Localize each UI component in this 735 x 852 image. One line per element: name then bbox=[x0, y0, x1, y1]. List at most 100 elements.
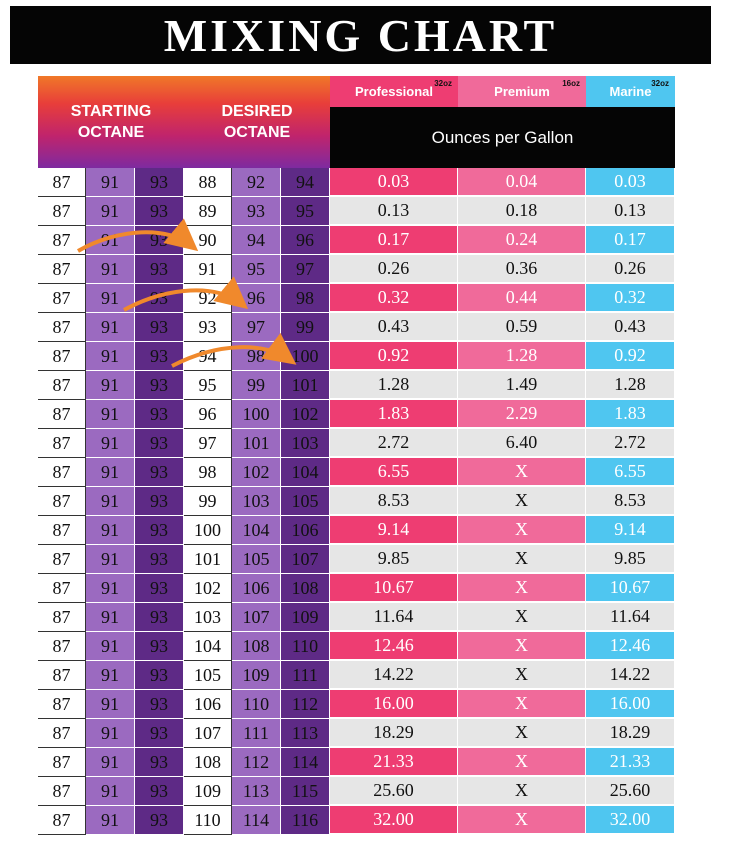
starting-octane-cell: 91 bbox=[86, 429, 135, 458]
starting-octane-cell: 87 bbox=[38, 226, 86, 255]
desired-octane-cell: 108 bbox=[281, 574, 330, 603]
professional-value-cell: 0.03 bbox=[330, 168, 458, 197]
premium-value-cell: 0.24 bbox=[458, 226, 586, 255]
starting-octane-cell: 93 bbox=[135, 371, 184, 400]
desired-octane-cell: 107 bbox=[184, 719, 232, 748]
premium-value-cell: X bbox=[458, 690, 586, 719]
starting-octane-cell: 87 bbox=[38, 487, 86, 516]
premium-value-cell: 1.28 bbox=[458, 342, 586, 371]
professional-value-cell: 12.46 bbox=[330, 632, 458, 661]
desired-octane-cell: 114 bbox=[281, 748, 330, 777]
starting-octane-cell: 91 bbox=[86, 284, 135, 313]
desired-octane-cell: 97 bbox=[281, 255, 330, 284]
starting-octane-cell: 87 bbox=[38, 777, 86, 806]
starting-octane-cell: 87 bbox=[38, 632, 86, 661]
table-row: 87 91 93 95 99 101 1.28 1.49 1.28 bbox=[38, 371, 675, 400]
professional-value-cell: 6.55 bbox=[330, 458, 458, 487]
starting-octane-header: STARTING OCTANE bbox=[38, 76, 185, 168]
starting-octane-cell: 87 bbox=[38, 284, 86, 313]
starting-octane-cell: 91 bbox=[86, 255, 135, 284]
starting-octane-cell: 87 bbox=[38, 197, 86, 226]
professional-value-cell: 25.60 bbox=[330, 777, 458, 806]
desired-octane-cell: 101 bbox=[184, 545, 232, 574]
table-row: 87 91 93 94 98 100 0.92 1.28 0.92 bbox=[38, 342, 675, 371]
premium-value-cell: X bbox=[458, 777, 586, 806]
starting-octane-cell: 93 bbox=[135, 574, 184, 603]
professional-value-cell: 14.22 bbox=[330, 661, 458, 690]
professional-value-cell: 1.83 bbox=[330, 400, 458, 429]
desired-octane-cell: 100 bbox=[281, 342, 330, 371]
starting-octane-cell: 93 bbox=[135, 400, 184, 429]
marine-value-cell: 11.64 bbox=[586, 603, 675, 632]
table-row: 87 91 93 104 108 110 12.46 X 12.46 bbox=[38, 632, 675, 661]
starting-octane-label-line1: STARTING bbox=[70, 103, 152, 120]
desired-octane-cell: 88 bbox=[184, 168, 232, 197]
starting-octane-cell: 87 bbox=[38, 690, 86, 719]
marine-value-cell: 9.85 bbox=[586, 545, 675, 574]
desired-octane-cell: 92 bbox=[184, 284, 232, 313]
title-bar: MIXING CHART bbox=[10, 6, 711, 64]
starting-octane-cell: 87 bbox=[38, 313, 86, 342]
premium-value-cell: X bbox=[458, 719, 586, 748]
table-row: 87 91 93 99 103 105 8.53 X 8.53 bbox=[38, 487, 675, 516]
marine-value-cell: 2.72 bbox=[586, 429, 675, 458]
product-size-marine: 32oz bbox=[651, 79, 669, 88]
desired-octane-cell: 105 bbox=[281, 487, 330, 516]
table-row: 87 91 93 93 97 99 0.43 0.59 0.43 bbox=[38, 313, 675, 342]
desired-octane-cell: 106 bbox=[281, 516, 330, 545]
starting-octane-cell: 87 bbox=[38, 342, 86, 371]
desired-octane-label-line2: OCTANE bbox=[223, 124, 291, 141]
desired-octane-cell: 106 bbox=[232, 574, 281, 603]
starting-octane-cell: 91 bbox=[86, 371, 135, 400]
table-row: 87 91 93 89 93 95 0.13 0.18 0.13 bbox=[38, 197, 675, 226]
desired-octane-cell: 95 bbox=[184, 371, 232, 400]
desired-octane-cell: 116 bbox=[281, 806, 330, 835]
professional-value-cell: 0.43 bbox=[330, 313, 458, 342]
starting-octane-cell: 93 bbox=[135, 545, 184, 574]
starting-octane-cell: 87 bbox=[38, 806, 86, 835]
professional-value-cell: 9.14 bbox=[330, 516, 458, 545]
desired-octane-cell: 108 bbox=[184, 748, 232, 777]
product-header-professional: Professional 32oz bbox=[330, 76, 458, 114]
starting-octane-cell: 93 bbox=[135, 690, 184, 719]
starting-octane-cell: 91 bbox=[86, 806, 135, 835]
desired-octane-cell: 104 bbox=[232, 516, 281, 545]
desired-octane-cell: 98 bbox=[184, 458, 232, 487]
premium-value-cell: X bbox=[458, 632, 586, 661]
desired-octane-cell: 105 bbox=[184, 661, 232, 690]
desired-octane-cell: 96 bbox=[184, 400, 232, 429]
premium-value-cell: 2.29 bbox=[458, 400, 586, 429]
premium-value-cell: X bbox=[458, 748, 586, 777]
product-size-premium: 16oz bbox=[562, 79, 580, 88]
desired-octane-cell: 115 bbox=[281, 777, 330, 806]
professional-value-cell: 1.28 bbox=[330, 371, 458, 400]
starting-octane-cell: 91 bbox=[86, 545, 135, 574]
starting-octane-cell: 91 bbox=[86, 400, 135, 429]
starting-octane-cell: 93 bbox=[135, 719, 184, 748]
marine-value-cell: 1.83 bbox=[586, 400, 675, 429]
premium-value-cell: X bbox=[458, 806, 586, 835]
desired-octane-cell: 100 bbox=[184, 516, 232, 545]
desired-octane-cell: 102 bbox=[281, 400, 330, 429]
starting-octane-cell: 87 bbox=[38, 516, 86, 545]
marine-value-cell: 0.17 bbox=[586, 226, 675, 255]
desired-octane-header: DESIRED OCTANE bbox=[184, 76, 331, 168]
marine-value-cell: 0.43 bbox=[586, 313, 675, 342]
starting-octane-cell: 93 bbox=[135, 313, 184, 342]
starting-octane-cell: 87 bbox=[38, 429, 86, 458]
starting-octane-cell: 93 bbox=[135, 661, 184, 690]
table-row: 87 91 93 106 110 112 16.00 X 16.00 bbox=[38, 690, 675, 719]
desired-octane-cell: 101 bbox=[281, 371, 330, 400]
starting-octane-cell: 91 bbox=[86, 458, 135, 487]
starting-octane-cell: 93 bbox=[135, 197, 184, 226]
desired-octane-cell: 107 bbox=[232, 603, 281, 632]
page-title: MIXING CHART bbox=[163, 9, 558, 61]
desired-octane-cell: 95 bbox=[281, 197, 330, 226]
starting-octane-cell: 91 bbox=[86, 603, 135, 632]
desired-octane-cell: 91 bbox=[184, 255, 232, 284]
desired-octane-cell: 109 bbox=[281, 603, 330, 632]
professional-value-cell: 0.17 bbox=[330, 226, 458, 255]
desired-octane-cell: 99 bbox=[232, 371, 281, 400]
starting-octane-cell: 93 bbox=[135, 632, 184, 661]
desired-octane-cell: 113 bbox=[281, 719, 330, 748]
